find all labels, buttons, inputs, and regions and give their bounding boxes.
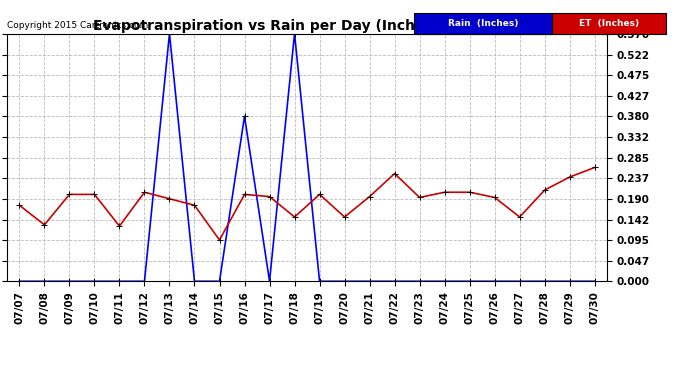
Text: Copyright 2015 Cartronics.com: Copyright 2015 Cartronics.com — [7, 21, 148, 30]
Title: Evapotranspiration vs Rain per Day (Inches) 20150731: Evapotranspiration vs Rain per Day (Inch… — [92, 19, 522, 33]
Text: ET  (Inches): ET (Inches) — [578, 19, 639, 28]
Text: Rain  (Inches): Rain (Inches) — [448, 19, 518, 28]
